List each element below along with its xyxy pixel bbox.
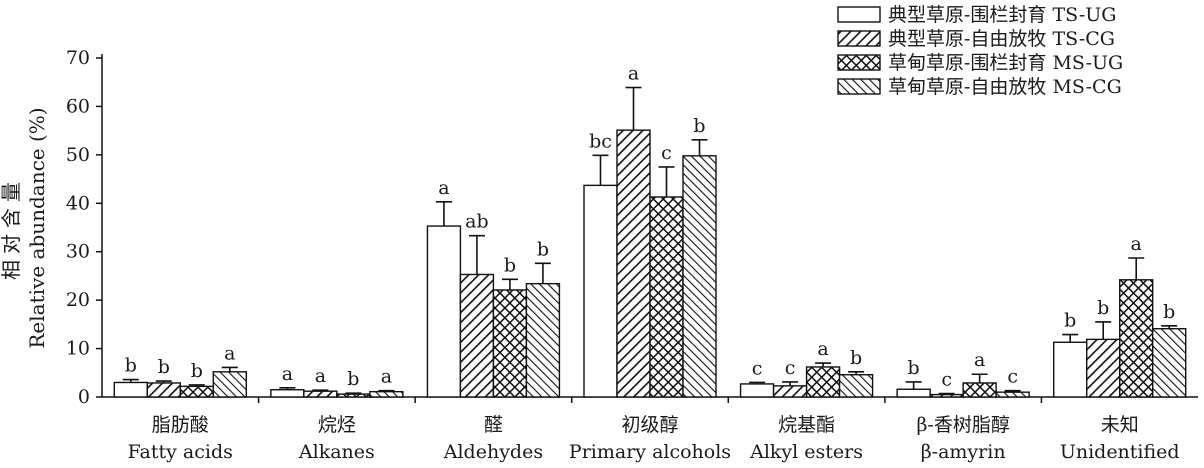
significance-label: a — [628, 63, 639, 85]
category-label-en: β-amyrin — [921, 441, 1006, 463]
category-label-cn: 初级醇 — [621, 414, 678, 436]
bar — [896, 388, 931, 398]
category-label-cn: 烷基酯 — [778, 414, 835, 436]
bar — [303, 390, 338, 398]
legend-swatch — [837, 78, 881, 95]
bar — [492, 289, 528, 398]
bar — [838, 374, 874, 398]
bar — [583, 184, 618, 398]
bar — [179, 385, 214, 398]
bar — [962, 382, 997, 398]
bar — [336, 393, 371, 398]
bar — [113, 381, 148, 398]
category-label-en: Alkyl esters — [749, 441, 863, 463]
significance-label: a — [224, 342, 235, 364]
significance-label: bc — [589, 130, 612, 152]
bar — [772, 385, 808, 398]
significance-label: b — [537, 238, 549, 260]
legend-label: 草甸草原-围栏封育 MS-UG — [888, 52, 1123, 74]
category-label-en: Aldehydes — [443, 441, 543, 463]
legend-label: 草甸草原-自由放牧 MS-CG — [888, 76, 1122, 98]
y-tick-label: 20 — [66, 289, 90, 311]
category-labels: 脂肪酸 Fatty acids 烷烃 Alkanes 醛 Aldehydes 初级醇 Prim… — [128, 414, 1180, 463]
bar — [1086, 338, 1121, 398]
y-axis-title-cn: 相对含量 — [0, 176, 23, 280]
category-label-en: Fatty acids — [128, 441, 233, 463]
y-tick-label: 0 — [78, 386, 90, 408]
bar — [525, 282, 561, 398]
significance-label: a — [438, 177, 449, 199]
significance-label: a — [315, 365, 326, 387]
y-tick-label: 40 — [66, 192, 90, 214]
significance-label: a — [381, 366, 392, 388]
significance-label: a — [282, 363, 293, 385]
bar — [270, 389, 305, 398]
significance-label: ab — [465, 211, 489, 233]
category-label-en: Unidentified — [1060, 441, 1180, 463]
bar — [649, 196, 684, 398]
significance-label: a — [1131, 233, 1142, 255]
category-label-cn: 烷烃 — [318, 414, 356, 436]
bar — [146, 382, 181, 398]
significance-label: a — [974, 349, 985, 371]
significance-label: c — [752, 357, 763, 379]
significance-label: b — [158, 356, 170, 378]
bar — [1053, 341, 1088, 398]
y-axis-title-en: Relative abundance (%) — [25, 107, 49, 348]
significance-label: a — [817, 338, 828, 360]
bar — [1119, 279, 1154, 398]
bar — [805, 366, 841, 398]
bar — [929, 393, 964, 398]
bar — [682, 155, 717, 398]
category-label-cn: 脂肪酸 — [152, 414, 209, 436]
significance-label: c — [785, 357, 796, 379]
significance-label: b — [504, 254, 516, 276]
legend-label: 典型草原-围栏封育 TS-UG — [888, 4, 1116, 26]
legend-label: 典型草原-自由放牧 TS-CG — [888, 28, 1115, 50]
y-tick-label: 60 — [66, 95, 90, 117]
significance-label: b — [693, 115, 705, 137]
y-tick-label: 70 — [66, 47, 90, 69]
significance-label: c — [661, 142, 672, 164]
bar — [616, 129, 651, 398]
bar — [212, 371, 247, 398]
significance-label: b — [1064, 310, 1076, 332]
significance-label: b — [1163, 301, 1175, 323]
significance-label: b — [125, 355, 137, 377]
y-tick-label: 50 — [66, 144, 90, 166]
bar — [369, 390, 404, 398]
significance-label: c — [1007, 366, 1018, 388]
bar — [1152, 328, 1187, 398]
significance-label: b — [191, 360, 203, 382]
legend-swatch — [837, 54, 881, 71]
y-tick-label: 10 — [66, 338, 90, 360]
legend-swatch — [837, 6, 881, 23]
y-tick-label: 30 — [66, 241, 90, 263]
bar — [459, 273, 495, 398]
significance-label: c — [941, 369, 952, 391]
category-label-en: Alkanes — [298, 441, 375, 463]
bar — [739, 383, 775, 398]
category-label-cn: 未知 — [1101, 414, 1139, 436]
significance-label: b — [347, 368, 359, 390]
category-label-cn: β-香树脂醇 — [916, 414, 1009, 436]
legend-swatch — [837, 30, 881, 47]
category-label-cn: 醛 — [484, 414, 503, 436]
bar — [995, 391, 1030, 398]
significance-label: b — [908, 357, 920, 379]
significance-label: b — [1097, 297, 1109, 319]
category-label-en: Primary alcohols — [569, 441, 731, 463]
significance-label: b — [850, 347, 862, 369]
bar — [426, 225, 462, 398]
